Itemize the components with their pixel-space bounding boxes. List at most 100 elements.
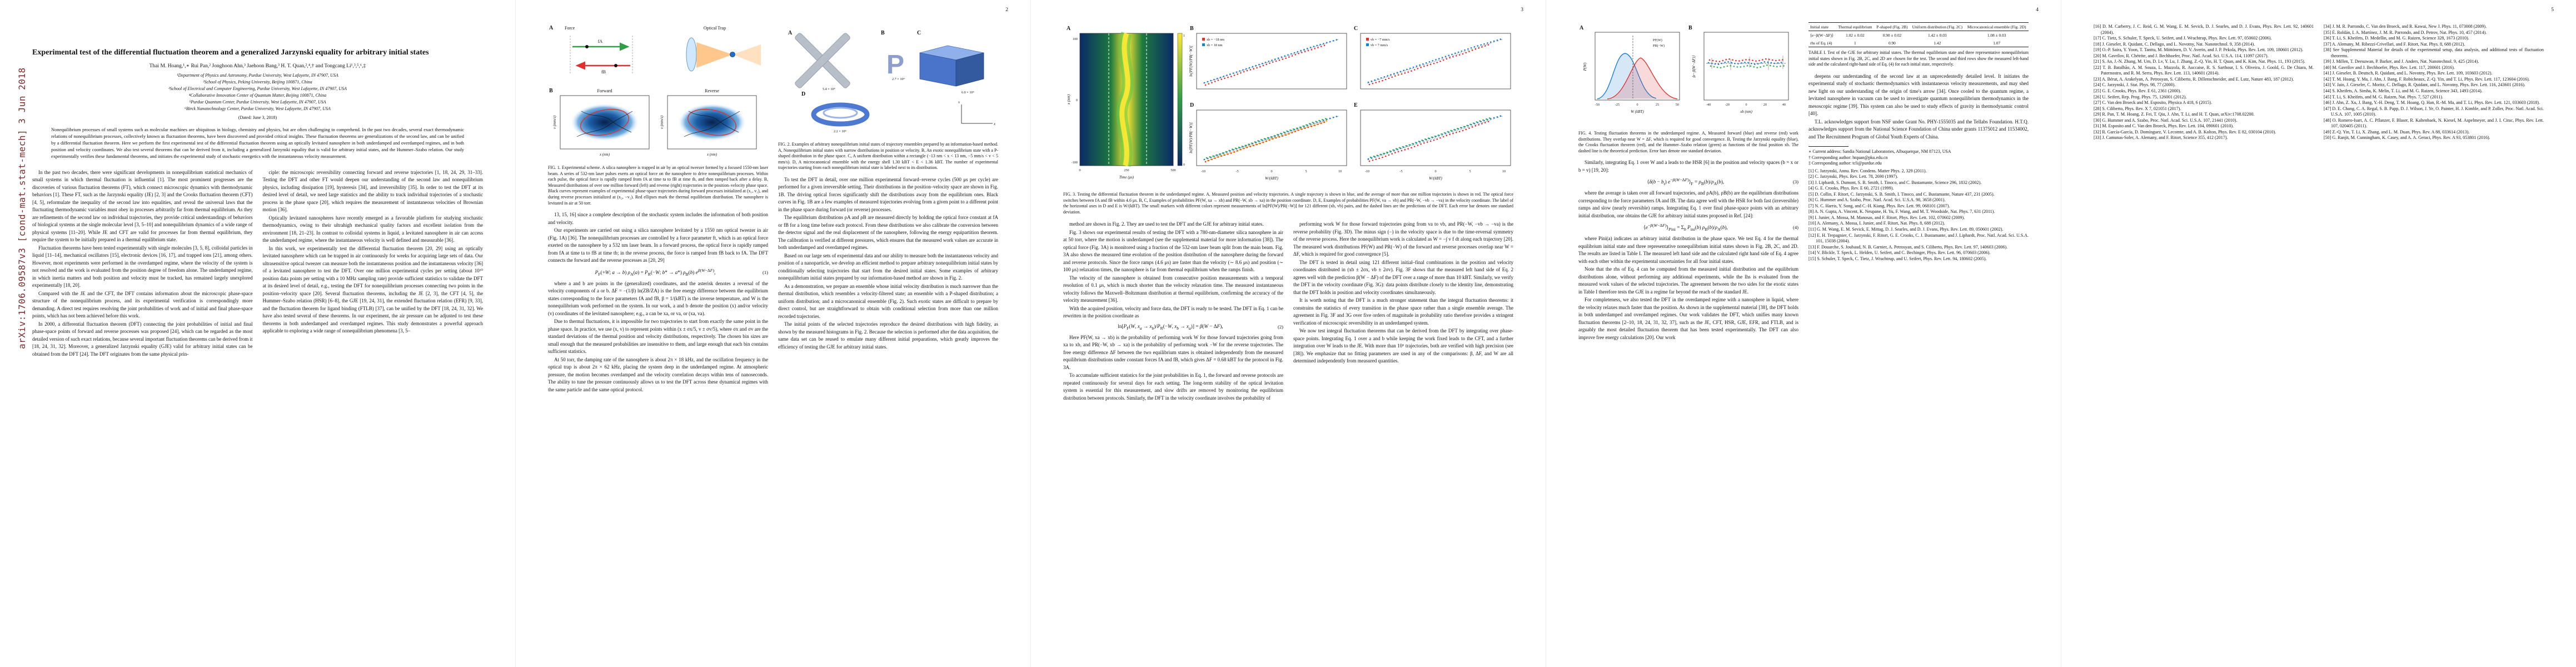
fig3-legend-c2: vb = 7 mm/s <box>1371 43 1388 47</box>
affiliation-line: ⁵Purdue Quantum Center, Purdue Universit… <box>189 99 326 105</box>
fig4-xtick: 50 <box>1676 103 1679 107</box>
fig1-reverse-phase-space-panel <box>667 95 757 150</box>
figure-4-caption: FIG. 4. Testing fluctuation theorems in … <box>1578 131 1798 153</box>
fig3-scatter-panel-b: xb = −18 nm xb = 18 nm <box>1196 33 1347 89</box>
fig3-xtick: 0 <box>1079 168 1080 172</box>
fig3-xtick: 250 <box>1124 168 1129 172</box>
figure-3-caption: FIG. 3. Testing the differential fluctua… <box>1063 192 1513 215</box>
fig2-v-axis-label: v <box>958 100 960 104</box>
reference-entry: [48] O. Romero-Isart, A. C. Pflanzer, F.… <box>2324 117 2544 129</box>
fig3-panel-c-label: C <box>1354 26 1358 32</box>
body-paragraph: deepens our understanding of the second … <box>1808 73 2029 117</box>
fig1-laser-beam-diverging <box>733 44 761 66</box>
fig2-count-c: 6.0 × 10⁴ <box>961 91 974 94</box>
table-1-cell: 0.90 <box>1888 40 1896 46</box>
page1-column-1: In the past two decades, there were sign… <box>32 169 253 359</box>
fig4-xtick: 40 <box>1782 103 1786 107</box>
fig1-particle-dot <box>585 45 589 48</box>
body-paragraph: To test the DFT in detail, over one mill… <box>778 176 998 212</box>
table-1-cell: 1.07 <box>1993 40 2001 46</box>
fig3-xtick: -10 <box>1201 170 1205 173</box>
reference-entry: [8] A. N. Gupta, A. Vincent, K. Neupane,… <box>1808 209 1995 215</box>
reference-entry: [27] C. Van den Broeck and M. Esposito, … <box>2094 100 2212 106</box>
page2-column-2: A B P C D <box>778 22 998 394</box>
reference-entry: [37] A. Alemany, M. Ribezzi-Crivellari, … <box>2324 41 2465 47</box>
reference-entry: [44] S. Kheifets, A. Simha, K. Melin, T.… <box>2324 88 2483 94</box>
fig3-scatter-panel-e <box>1360 109 1511 166</box>
reference-entry: [7] N. C. Harris, Y. Song, and C.-H. Kia… <box>1808 203 1950 208</box>
body-paragraph: ciple: the microscopic reversibility con… <box>262 169 484 213</box>
fig4-work-distributions-panel: PF(W) PR(−W) <box>1595 32 1680 101</box>
table-1-header: Microcanonical ensemble (Fig. 2D) <box>1967 24 2026 29</box>
table-1-header: Initial state <box>1810 24 1829 29</box>
body-paragraph: 13, 15, 16] since a complete description… <box>548 212 768 225</box>
fig3-xtick: 5 <box>1305 170 1307 173</box>
reference-entry: [42] T. M. Hoang, Y. Ma, J. Ahn, J. Bang… <box>2324 76 2530 82</box>
affiliation-line: ³School of Electrical and Computer Engin… <box>168 86 347 92</box>
reference-entry: [39] J. Millen, T. Deesuwan, P. Barker, … <box>2324 59 2479 64</box>
page-number: 4 <box>2036 7 2039 13</box>
body-paragraph: The initial points of the selected traje… <box>778 321 998 350</box>
reference-entry: [38] See Supplemental Material for detai… <box>2324 47 2544 58</box>
reference-entry: [5] D. Collin, F. Ritort, C. Jarzynski, … <box>1808 191 1995 197</box>
reference-entry: [18] J. Gieseler, R. Quidant, C. Dellago… <box>2094 41 2255 47</box>
body-paragraph: Fluctuation theorems have been tested ex… <box>32 245 253 288</box>
page3-col1-text-a: method are shown in Fig. 2. They are use… <box>1063 221 1283 320</box>
fig2-panel-b-label: B <box>881 30 885 36</box>
table-row: ⟨e−β(W−ΔF)⟩ 1.02 ± 0.02 0.90 ± 0.02 1.42… <box>1808 31 2029 39</box>
fig4-gje-test-panel <box>1703 32 1789 101</box>
reference-entry: [14] V. Blickle, T. Speck, L. Helden, U.… <box>1808 250 1991 256</box>
reference-entry: [35] É. Roldán, I. A. Martínez, J. M. R.… <box>2324 29 2487 35</box>
reference-entry: [10] A. Alemany, A. Mossa, I. Junier, an… <box>1808 221 1945 226</box>
body-paragraph: Our experiments are carried out using a … <box>548 227 768 263</box>
fig4-xtick: -40 <box>1706 103 1711 107</box>
body-paragraph: Note that the rhs of Eq. 4 can be comput… <box>1578 266 1798 295</box>
fig4-xlabel-b: xb (nm) <box>1740 109 1752 114</box>
fig3-xtick: 10 <box>1502 170 1506 173</box>
footnote-line: ‡ Corresponding author: tcli@purdue.edu <box>1808 161 1882 166</box>
fig3-ytick: -100 <box>1072 161 1078 165</box>
reference-entry: [26] U. Seifert, Rep. Prog. Phys. 75, 12… <box>2094 94 2187 99</box>
reference-entry: [45] T. Li, S. Kheifets, and M. G. Raize… <box>2324 94 2443 99</box>
table-1-grid: Initial state Thermal equilibrium P-shap… <box>1808 22 2029 47</box>
figure-3-graphic: A 100 0 -100 x (nm) 0 250 500 Time (μs) <box>1067 26 1511 181</box>
equation-4-number: (4) <box>1792 225 1798 231</box>
fig4-xtick: -50 <box>1595 103 1600 107</box>
body-paragraph: The velocity of the nanosphere is obtain… <box>1063 275 1283 303</box>
reference-entry: [29] R. Pan, T. M. Hoang, Z. Fei, T. Qiu… <box>2094 112 2255 117</box>
fig4-xtick: 20 <box>1763 103 1767 107</box>
body-paragraph: We now test integral fluctuation theorem… <box>1293 328 1513 364</box>
fig2-uniform-box-distribution <box>919 45 984 87</box>
body-paragraph: It is worth noting that the DFT is a muc… <box>1293 297 1513 326</box>
fig2-cross-distribution <box>795 33 850 88</box>
fig4-xtick: -20 <box>1725 103 1730 107</box>
equation-4: ⟨e−β(W−ΔF)⟩Pini = Σb Pini(b) ρB(b)/ρA(b)… <box>1578 223 1798 232</box>
page-5: 5 [16] D. M. Carberry, J. C. Reid, G. M.… <box>2061 0 2576 667</box>
lens-icon <box>686 37 697 72</box>
figure-1-caption: FIG. 1. Experimental scheme. A silica na… <box>548 165 768 206</box>
table-1-cell: 1.02 ± 0.02 <box>1846 32 1865 38</box>
fig2-count-a: 5.4 × 10⁴ <box>823 87 835 91</box>
equation-2-number: (2) <box>1277 324 1283 330</box>
fig3-xlabel-a: Time (μs) <box>1119 175 1134 180</box>
fig3-xtick: -5 <box>1399 170 1402 173</box>
fig3-scatter-panel-c: vb = −7 mm/s vb = 7 mm/s <box>1360 33 1511 89</box>
reference-entry: [49] Z.-Q. Yin, T. Li, X. Zhang, and L. … <box>2324 129 2470 135</box>
fig3-legend-b2: xb = 18 nm <box>1207 43 1223 47</box>
footnote-line: † Corresponding author: htquan@pku.edu.c… <box>1808 155 1888 160</box>
affiliation-line: ⁶Birck Nanotechnology Center, Purdue Uni… <box>185 106 331 112</box>
fig1-fa-label: fA <box>598 39 603 44</box>
fig1-nanosphere <box>730 52 735 57</box>
fig3-ylabel-scatter: ln[PF(W)/PR(−W)] <box>1189 46 1193 77</box>
body-paragraph: performing work W for those forward traj… <box>1293 221 1513 257</box>
equation-1: PF(+W; a → b) ρA(a) = PR(−W; b* → a*) ρB… <box>548 268 768 277</box>
page2-col2-text-b: Based on our large sets of experimental … <box>778 252 998 351</box>
fig3-xtick: 0 <box>1270 170 1272 173</box>
fig2-count-b: 2.7 × 10⁴ <box>892 77 905 81</box>
fig4-xlabel-a: W (kBT) <box>1631 109 1644 114</box>
page-number: 5 <box>2551 7 2554 13</box>
page2-col1-text-b: where a and b are points in the (general… <box>548 280 768 394</box>
fig3-ytick: 0 <box>1076 98 1078 102</box>
body-paragraph: method are shown in Fig. 2. They are use… <box>1069 221 1264 227</box>
fig3-xtick: 500 <box>1170 168 1175 172</box>
